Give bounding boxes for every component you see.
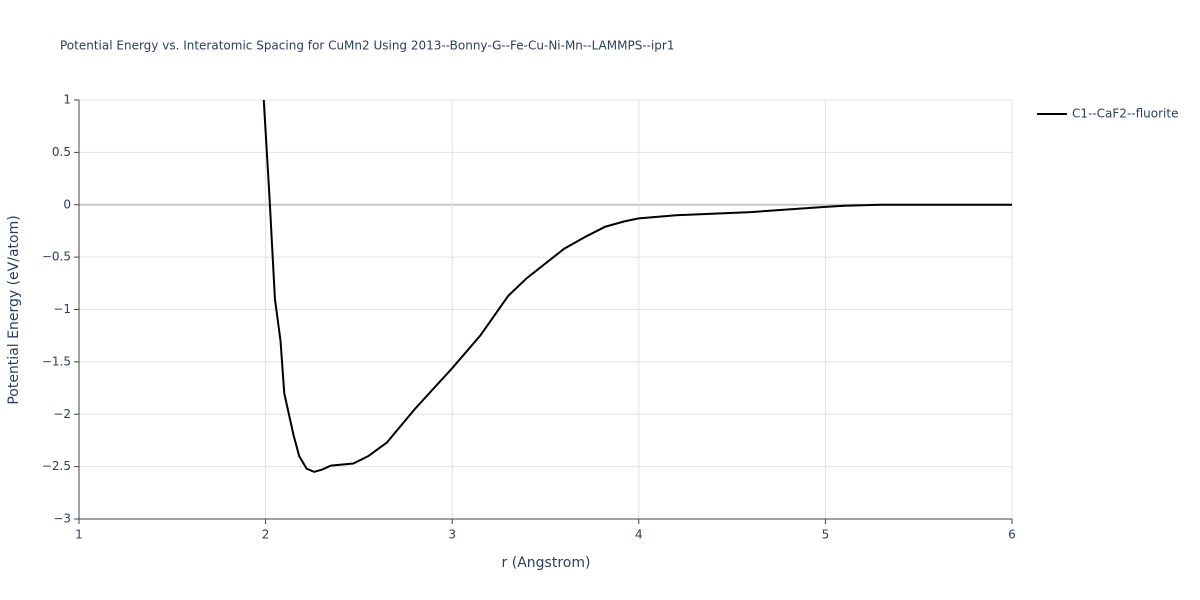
x-tick-label: 6 xyxy=(1008,528,1016,542)
y-tick-label: 1 xyxy=(63,93,71,107)
line-series xyxy=(262,99,1012,473)
chart-title: Potential Energy vs. Interatomic Spacing… xyxy=(60,39,674,53)
x-tick-label: 1 xyxy=(75,528,83,542)
x-tick-label: 3 xyxy=(448,528,456,542)
x-tick-label: 2 xyxy=(262,528,270,542)
y-tick-label: −1 xyxy=(53,302,71,316)
x-tick-label: 5 xyxy=(822,528,830,542)
y-tick-label: −2 xyxy=(53,407,71,421)
legend-label: C1--CaF2--fluorite xyxy=(1072,107,1178,121)
x-tick-label: 4 xyxy=(635,528,643,542)
y-tick-label: −0.5 xyxy=(42,250,71,264)
y-tick-label: −1.5 xyxy=(42,354,71,368)
plot-area xyxy=(262,99,1012,473)
y-tick-label: 0 xyxy=(63,197,71,211)
grid xyxy=(78,99,1013,520)
y-axis-label: Potential Energy (eV/atom) xyxy=(6,215,22,404)
y-tick-label: 0.5 xyxy=(52,145,71,159)
y-tick-label: −3 xyxy=(53,512,71,526)
x-axis-label: r (Angstrom) xyxy=(502,555,591,571)
y-tick-label: −2.5 xyxy=(42,459,71,473)
